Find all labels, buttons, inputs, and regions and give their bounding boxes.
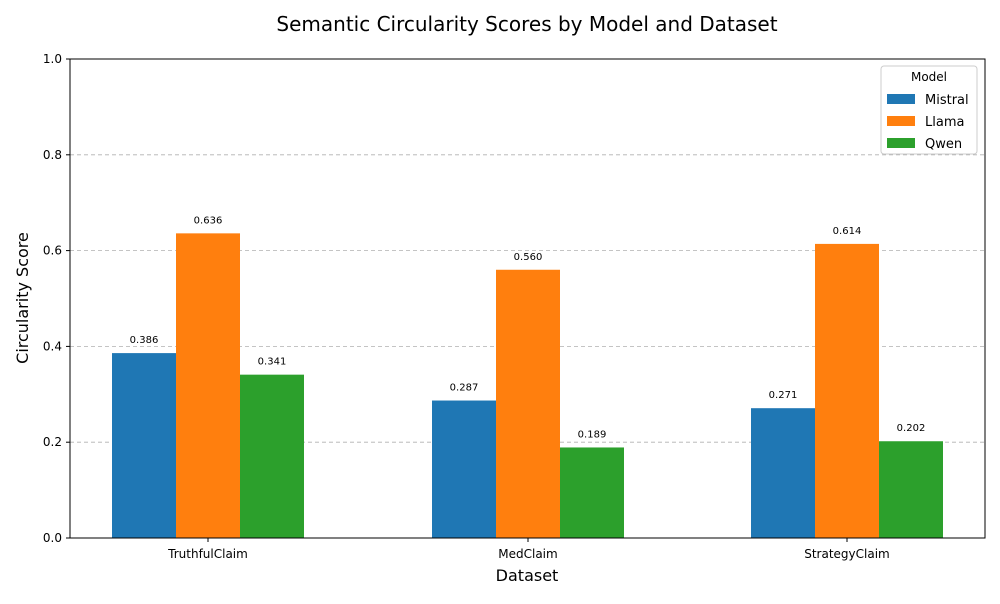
- x-tick-label: StrategyClaim: [804, 547, 890, 561]
- legend: Model Mistral Llama Qwen: [880, 65, 978, 155]
- y-tick-label: 0.4: [43, 339, 62, 353]
- bar-llama: [176, 233, 240, 538]
- bar-value-label: 0.560: [514, 252, 543, 263]
- legend-label: Qwen: [925, 137, 962, 152]
- y-tick-label: 0.0: [43, 531, 62, 545]
- bars: [112, 233, 943, 539]
- legend-swatch-mistral: [887, 94, 915, 104]
- bar-value-label: 0.614: [833, 226, 862, 237]
- bar-qwen: [879, 441, 943, 538]
- bar-value-label: 0.386: [130, 335, 159, 346]
- bar-value-label: 0.287: [450, 383, 479, 394]
- x-tick-label: MedClaim: [498, 547, 557, 561]
- bar-qwen: [560, 447, 624, 538]
- bar-llama: [496, 269, 560, 538]
- bar-value-label: 0.271: [769, 390, 798, 401]
- data-labels: 0.386 0.287 0.271 0.636 0.560 0.614 0.341 0.189…: [130, 215, 926, 440]
- bar-value-label: 0.341: [258, 357, 287, 368]
- bar-mistral: [432, 400, 496, 538]
- y-tick-label: 0.2: [43, 435, 62, 449]
- bar-value-label: 0.202: [897, 423, 926, 434]
- y-tick-label: 0.6: [43, 244, 62, 258]
- bar-llama: [815, 243, 879, 539]
- y-axis-label: Circularity Score: [13, 232, 32, 364]
- bar-qwen: [240, 374, 304, 538]
- bar-mistral: [112, 353, 176, 538]
- legend-label: Mistral: [925, 93, 969, 108]
- x-tick-label: TruthfulClaim: [167, 547, 248, 561]
- bar-value-label: 0.189: [578, 429, 607, 440]
- legend-swatch-llama: [887, 116, 915, 126]
- bar-value-label: 0.636: [194, 215, 223, 226]
- legend-items: Mistral Llama Qwen: [887, 93, 969, 152]
- chart-title: Semantic Circularity Scores by Model and…: [276, 12, 777, 36]
- x-axis-label: Dataset: [496, 566, 559, 585]
- legend-swatch-qwen: [887, 138, 915, 148]
- legend-box: [880, 65, 978, 155]
- x-axis: TruthfulClaim MedClaim StrategyClaim: [167, 538, 890, 561]
- y-tick-label: 0.8: [43, 148, 62, 162]
- bar-mistral: [751, 408, 815, 538]
- legend-title: Model: [911, 70, 947, 84]
- y-axis: 0.0 0.2 0.4 0.6 0.8 1.0: [43, 52, 70, 545]
- y-tick-label: 1.0: [43, 52, 62, 66]
- legend-label: Llama: [925, 115, 964, 130]
